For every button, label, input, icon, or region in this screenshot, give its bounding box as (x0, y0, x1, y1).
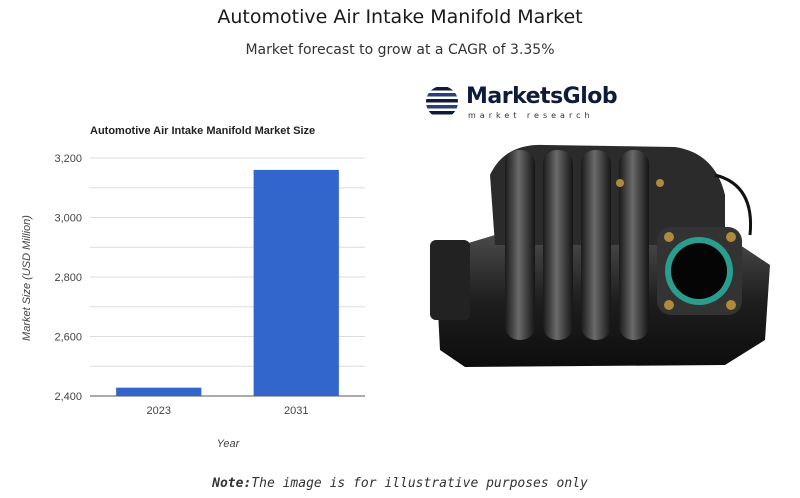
y-tick-label: 2,600 (54, 332, 82, 344)
page-subtitle: Market forecast to grow at a CAGR of 3.3… (245, 42, 555, 58)
chart-title: Automotive Air Intake Manifold Market Si… (90, 125, 315, 137)
x-tick-label: 2023 (147, 405, 171, 417)
logo-tagline: market research (468, 111, 594, 120)
brand-logo: MarketsGlob market research (424, 84, 644, 124)
globe-icon (426, 86, 458, 118)
bar-2023 (116, 387, 202, 396)
page-title: Automotive Air Intake Manifold Market (217, 6, 583, 28)
y-tick-label: 2,800 (54, 272, 82, 284)
air-intake-manifold-illustration (430, 144, 770, 367)
y-axis-label: Market Size (USD Million) (21, 215, 33, 341)
y-tick-label: 3,200 (54, 153, 82, 165)
market-size-chart: Automotive Air Intake Manifold Market Si… (21, 125, 365, 450)
bar-2031 (253, 169, 339, 396)
logo-name: MarketsGlob (466, 84, 618, 109)
x-tick-label: 2031 (284, 405, 308, 417)
y-tick-label: 2,400 (54, 391, 82, 403)
x-axis-label: Year (217, 438, 241, 450)
y-tick-label: 3,000 (54, 213, 82, 225)
disclaimer-note: Note:The image is for illustrative purpo… (0, 476, 800, 491)
note-label: Note: (212, 476, 252, 491)
note-text: The image is for illustrative purposes o… (251, 476, 588, 491)
